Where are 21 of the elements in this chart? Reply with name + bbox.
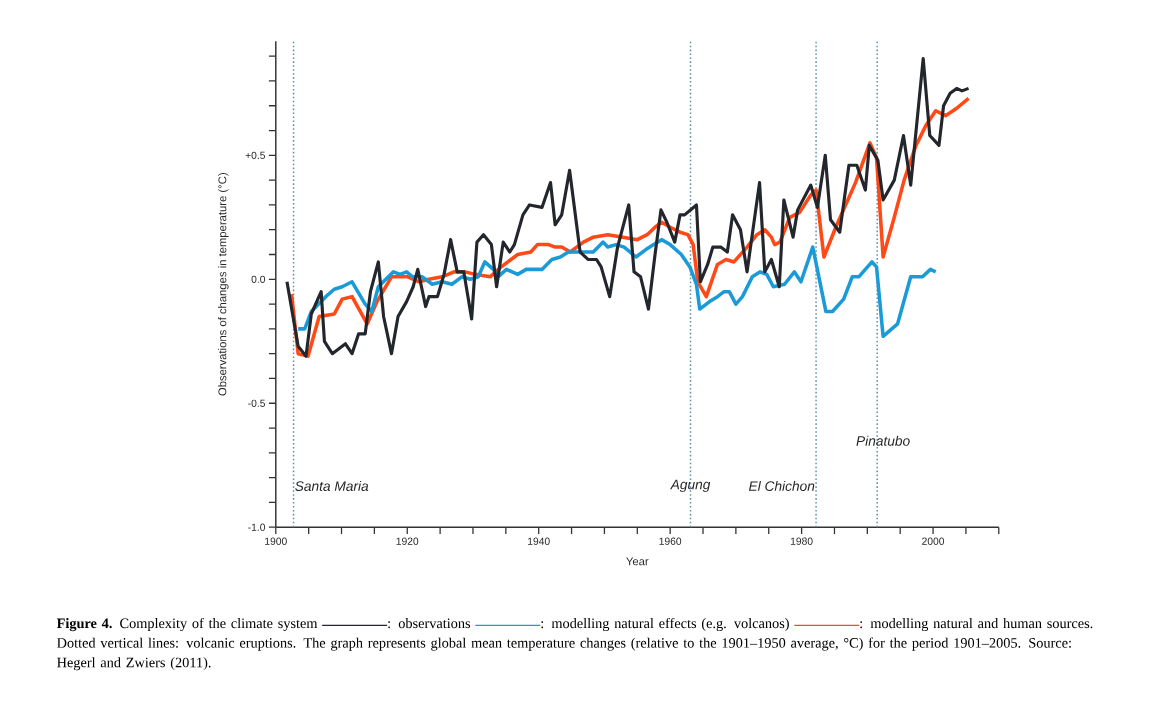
ref-line-label: Santa Maria: [295, 480, 369, 491]
text: Dotted vertical lines: volcanic eruptions. The graph represents global mean temperature changes (relative to the 1901–1950 average, °C) for the period 1901–2005. Source: Hegerl and Zwiers (2011).: [57, 637, 1071, 671]
ref-line-label: El Chichon: [748, 480, 815, 491]
text: Figure 4. Complexity of the climate system: [56, 617, 318, 632]
x-tick-label: 2000: [922, 537, 945, 545]
ref-line-label: Pinatubo: [856, 435, 910, 446]
legend-label: : modelling natural effects (e.g. volcanos): [541, 617, 789, 632]
x-tick-label: 1900: [265, 537, 287, 545]
x-axis-title: Year: [626, 557, 649, 566]
y-axis-title: Observations of changes in temperature (°C): [218, 173, 229, 396]
y-tick-label: -1.0: [248, 523, 266, 531]
ref-line-label: Agung: [670, 479, 711, 493]
x-tick-label: 1960: [659, 537, 682, 545]
x-tick-label: 1920: [396, 537, 419, 545]
x-tick-label: 1940: [528, 537, 550, 545]
x-tick-label: 1980: [790, 537, 813, 545]
legend-label: : modelling natural and human sources.: [860, 618, 1093, 632]
y-tick-label: 0.0: [251, 275, 266, 283]
y-tick-label: +0.5: [245, 151, 266, 160]
y-tick-label: -0.5: [248, 399, 266, 407]
legend-label: : observations: [388, 618, 471, 629]
